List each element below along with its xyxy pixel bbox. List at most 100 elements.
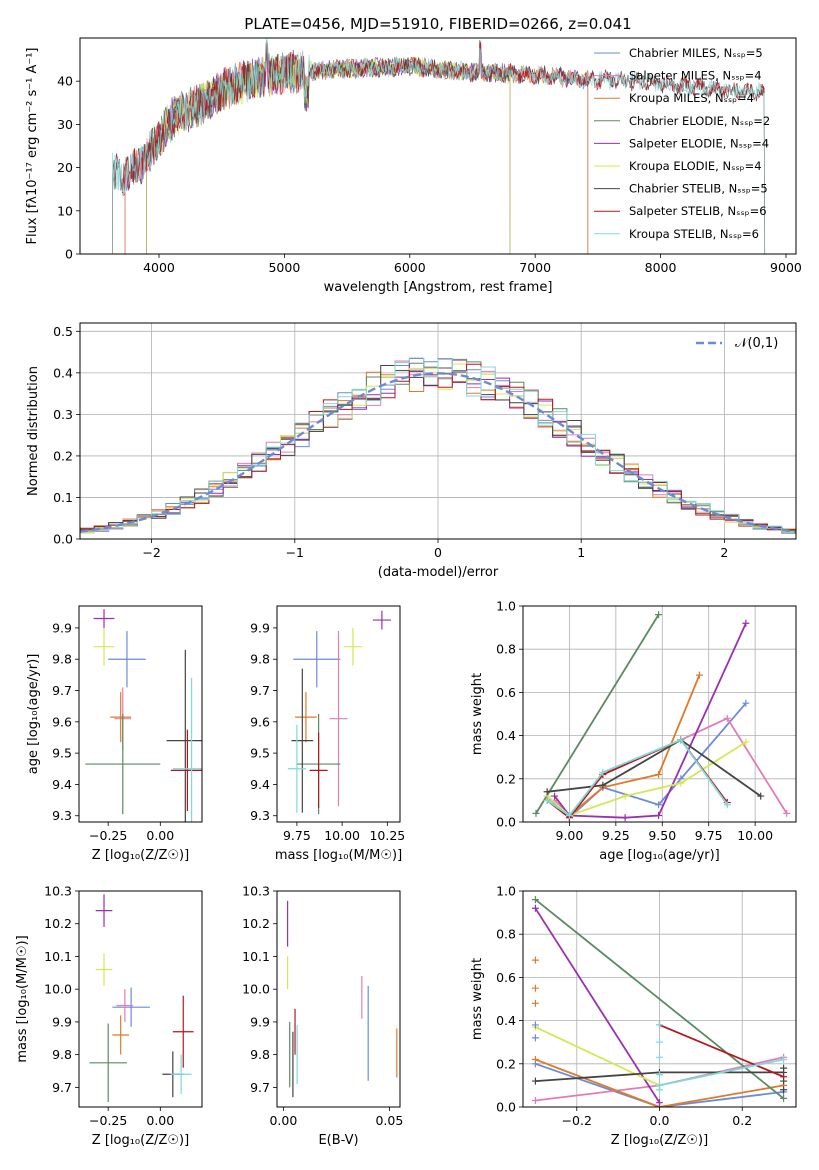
legend-label: 𝒩(0,1) <box>735 336 778 351</box>
mass_vs_ebv-frame: 0.00 0.05 9.7 9.8 9.9 10.0 10.1 10.2 10.3 E(B-V) <box>242 884 403 1149</box>
plus-marker <box>723 714 731 722</box>
x-axis-label: (data-model)/error <box>378 565 499 580</box>
errorbar-point <box>329 631 348 807</box>
plus-marker <box>565 812 573 820</box>
plus-marker <box>656 1099 663 1107</box>
plus-marker <box>655 611 663 619</box>
y-tick-label: 9.8 <box>52 1047 72 1062</box>
y-tick-label: 0.3 <box>53 407 73 422</box>
plus-marker <box>599 781 607 789</box>
y-tick-label: 0.2 <box>53 448 73 463</box>
x-axis-label: wavelength [Angstrom, rest frame] <box>324 280 553 295</box>
x-tick-label: 0.00 <box>146 828 174 843</box>
mass_vs_Z-errorbars <box>89 894 194 1103</box>
y-tick-label: 0.2 <box>496 771 516 786</box>
errorbar-point <box>293 631 341 688</box>
plus-marker <box>531 1021 539 1029</box>
weight-series <box>551 619 750 822</box>
legend-label: Kroupa STELIB, Nₛₛₚ=6 <box>629 227 759 241</box>
errorbar-point <box>291 668 314 813</box>
spectrum-series-line <box>112 41 766 254</box>
legend-label: Chabrier MILES, Nₛₛₚ=5 <box>629 46 763 60</box>
x-tick-label: 9000 <box>770 260 802 275</box>
residual-legend: 𝒩(0,1) <box>696 336 778 351</box>
x-tick-label: 9.00 <box>556 828 584 843</box>
y-tick-label: 10.2 <box>242 916 270 931</box>
y-tick-label: 9.4 <box>52 777 72 792</box>
errorbar-point <box>95 894 113 927</box>
y-tick-label: 0.4 <box>496 728 516 743</box>
plus-marker <box>677 736 685 744</box>
plus-marker <box>656 1021 663 1029</box>
errorbar-point <box>309 732 328 808</box>
y-tick-label: 10.1 <box>242 949 270 964</box>
plus-marker <box>543 796 551 804</box>
residual-histograms <box>80 357 796 534</box>
gaussian-curve <box>80 372 796 533</box>
plus-marker <box>656 1053 663 1061</box>
plus-marker <box>531 1097 539 1105</box>
x-tick-label: 9.50 <box>648 828 676 843</box>
plus-marker <box>531 1077 539 1085</box>
x-tick-label: 9.75 <box>695 828 723 843</box>
axes-frame <box>276 890 401 1108</box>
y-axis-label: mass weight <box>470 673 485 755</box>
weight-line <box>534 898 785 1100</box>
weight-line <box>546 738 762 797</box>
plus-marker <box>780 1077 788 1085</box>
y-axis-label: Flux [fλ10⁻¹⁷ erg cm⁻² s⁻¹ A⁻¹] <box>25 48 40 245</box>
plus-marker <box>655 770 663 778</box>
y-tick-label: 0.5 <box>53 324 73 339</box>
y-tick-label: 9.8 <box>250 1047 270 1062</box>
plus-marker <box>543 788 551 796</box>
legend-label: Salpeter MILES, Nₛₛₚ=4 <box>629 69 762 83</box>
x-tick-label: 8000 <box>645 260 677 275</box>
y-tick-label: 9.7 <box>52 683 72 698</box>
x-tick-label: −1 <box>286 545 304 560</box>
y-tick-label: 10.1 <box>44 949 72 964</box>
weight-line <box>535 614 660 814</box>
x-tick-label: 10.00 <box>324 828 360 843</box>
y-tick-label: 9.7 <box>250 1080 270 1095</box>
x-tick-label: 0.05 <box>375 1113 403 1128</box>
age_vs_mass-errorbars <box>287 610 391 815</box>
errorbar-point <box>85 714 161 815</box>
y-tick-label: 10.2 <box>44 916 72 931</box>
errorbar-point <box>343 627 363 666</box>
weight_vs_age-frame: 9.00 9.25 9.50 9.75 10.00 0.0 0.2 0.4 0.6 0.8 1.0 a… <box>470 599 797 863</box>
y-tick-label: 9.5 <box>52 746 72 761</box>
plus-marker <box>599 768 607 776</box>
y-tick-label: 9.8 <box>52 652 72 667</box>
y-tick-label: 10 <box>57 203 73 218</box>
axes-frame <box>522 605 797 823</box>
residual-histogram-step <box>80 363 796 534</box>
axes-frame <box>78 605 203 823</box>
y-tick-label: 0.6 <box>496 970 516 985</box>
errorbar-point <box>116 989 134 1022</box>
weight_vs_Z-frame: −0.2 0.0 0.2 0.0 0.2 0.4 0.6 0.8 1.0 Z [log₁₀(Z/Z… <box>470 884 797 1148</box>
y-tick-label: 9.7 <box>250 683 270 698</box>
plus-marker <box>531 984 539 992</box>
legend-label: Chabrier ELODIE, Nₛₛₚ=2 <box>629 114 770 128</box>
legend-label: Salpeter STELIB, Nₛₛₚ=6 <box>629 204 767 218</box>
y-tick-label: 0.4 <box>53 365 73 380</box>
mass_vs_ebv-errorbars <box>287 900 398 1098</box>
y-tick-label: 10.3 <box>242 884 270 899</box>
weight-line <box>659 1024 784 1078</box>
x-axis-label: Z [log₁₀(Z/Z☉)] <box>611 1133 708 1148</box>
y-tick-label: 9.8 <box>250 652 270 667</box>
plus-marker <box>532 809 540 817</box>
errorbar-point <box>287 724 306 813</box>
errorbar-point <box>172 678 202 822</box>
plus-marker <box>656 1038 663 1046</box>
x-tick-label: 0 <box>434 545 442 560</box>
y-tick-label: 9.6 <box>250 714 270 729</box>
plus-marker <box>621 814 629 822</box>
y-tick-label: 9.4 <box>250 777 270 792</box>
age_vs_Z-frame: −0.25 0.00 9.3 9.4 9.5 9.6 9.7 9.8 9.9 Z [log₁₀(Z… <box>26 605 203 863</box>
y-tick-label: 30 <box>57 117 73 132</box>
y-tick-label: 0.0 <box>53 532 73 547</box>
errorbar-point <box>110 692 132 743</box>
figure-title: PLATE=0456, MJD=51910, FIBERID=0266, z=0… <box>244 15 631 33</box>
errorbar-point <box>170 729 202 812</box>
